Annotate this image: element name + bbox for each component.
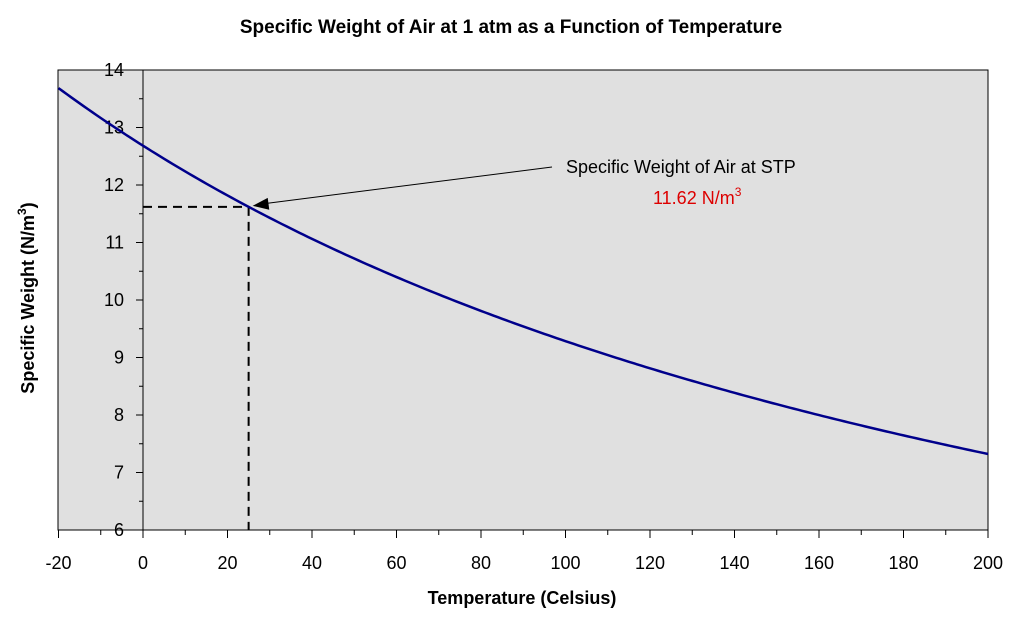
stp-annotation: Specific Weight of Air at STP 11.62 N/m3 <box>252 157 796 210</box>
x-tick-label: 200 <box>973 553 1003 573</box>
y-tick-label: 6 <box>114 520 124 540</box>
x-tick-label: 140 <box>719 553 749 573</box>
x-tick-label: 180 <box>888 553 918 573</box>
annotation-value-superscript: 3 <box>735 185 742 199</box>
y-axis-label-end: ) <box>18 202 38 208</box>
y-tick-label: 7 <box>114 463 124 483</box>
x-tick-label: -20 <box>45 553 71 573</box>
y-tick-label: 14 <box>104 60 124 80</box>
series-line-specific-weight <box>57 87 989 456</box>
y-tick-label: 8 <box>114 405 124 425</box>
y-tick-label: 11 <box>105 233 124 253</box>
annotation-label: Specific Weight of Air at STP <box>566 157 796 177</box>
y-axis-label-base: Specific Weight (N/m <box>18 215 38 394</box>
y-tick-label: 12 <box>104 175 124 195</box>
y-axis-label: Specific Weight (N/m3) <box>15 202 38 393</box>
y-tick-label: 10 <box>104 290 124 310</box>
annotation-value: 11.62 N/m3 <box>653 185 742 208</box>
x-tick-label: 160 <box>804 553 834 573</box>
x-tick-label: 60 <box>386 553 406 573</box>
chart-title: Specific Weight of Air at 1 atm as a Fun… <box>240 17 782 38</box>
annotation-arrowhead <box>252 197 270 210</box>
x-tick-label: 120 <box>635 553 665 573</box>
x-tick-label: 100 <box>550 553 580 573</box>
annotation-arrow-line <box>266 166 553 204</box>
x-axis-label: Temperature (Celsius) <box>428 588 617 608</box>
reference-lines <box>143 205 250 530</box>
plot-area <box>57 69 989 531</box>
x-tick-label: 80 <box>471 553 491 573</box>
x-tick-label: 40 <box>302 553 322 573</box>
y-axis-label-superscript: 3 <box>15 208 29 215</box>
annotation-value-text: 11.62 N/m <box>653 188 735 208</box>
x-tick-label: 0 <box>138 553 148 573</box>
x-tick-label: 20 <box>217 553 237 573</box>
x-axis: -20 0 20 40 60 80 100 120 140 160 180 200 <box>45 530 1003 573</box>
y-tick-label: 9 <box>114 348 124 368</box>
